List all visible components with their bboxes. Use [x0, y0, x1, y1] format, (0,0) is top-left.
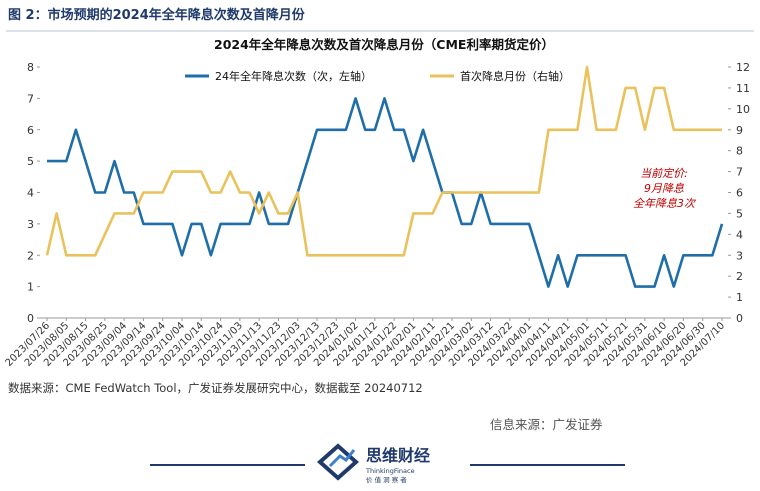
logo-slogan: 价 值 洞 察 者	[366, 475, 407, 484]
y2-tick-label: 9	[736, 124, 743, 137]
info-source: 信息来源：广发证券	[490, 417, 603, 432]
y2-tick-label: 1	[736, 291, 743, 304]
y2-tick-label: 6	[736, 187, 743, 200]
y-tick-label: 1	[27, 281, 34, 294]
logo-name: 思维财经	[366, 446, 430, 465]
annotation: 全年降息3次	[633, 197, 697, 210]
y2-tick-label: 5	[736, 207, 743, 220]
y2-tick-label: 4	[736, 228, 743, 241]
annotation: 9月降息	[644, 182, 684, 195]
series-line	[47, 97, 724, 288]
y2-tick-label: 0	[736, 312, 743, 325]
y2-tick-label: 11	[736, 82, 750, 95]
legend-label: 24年全年降息次数（次，左轴）	[215, 69, 372, 83]
logo-english: ThinkingFinace	[365, 467, 415, 475]
source: 数据来源：CME FedWatch Tool，广发证券发展研究中心，数据截至 2…	[8, 381, 423, 395]
y-tick-label: 0	[27, 312, 34, 325]
y-tick-label: 2	[27, 249, 34, 262]
y-tick-label: 8	[27, 61, 34, 74]
legend-label: 首次降息月份（右轴）	[460, 69, 570, 83]
y2-tick-label: 2	[736, 270, 743, 283]
y2-tick-label: 8	[736, 145, 743, 158]
y2-tick-label: 3	[736, 249, 743, 262]
annotation: 当前定价:	[640, 167, 688, 180]
chart-title: 2024年全年降息次数及首次降息月份（CME利率期货定价）	[214, 37, 554, 52]
y-tick-label: 4	[27, 187, 34, 200]
y-tick-label: 5	[27, 155, 34, 168]
y-tick-label: 6	[27, 124, 34, 137]
series-line	[45, 65, 722, 257]
y2-tick-label: 12	[736, 61, 750, 74]
logo-icon	[316, 443, 360, 481]
y2-tick-label: 10	[736, 103, 750, 116]
y-tick-label: 7	[27, 92, 34, 105]
y2-tick-label: 7	[736, 166, 743, 179]
header: 图 2：市场预期的2024年全年降息次数及首降月份	[8, 7, 306, 23]
y-tick-label: 3	[27, 218, 34, 231]
